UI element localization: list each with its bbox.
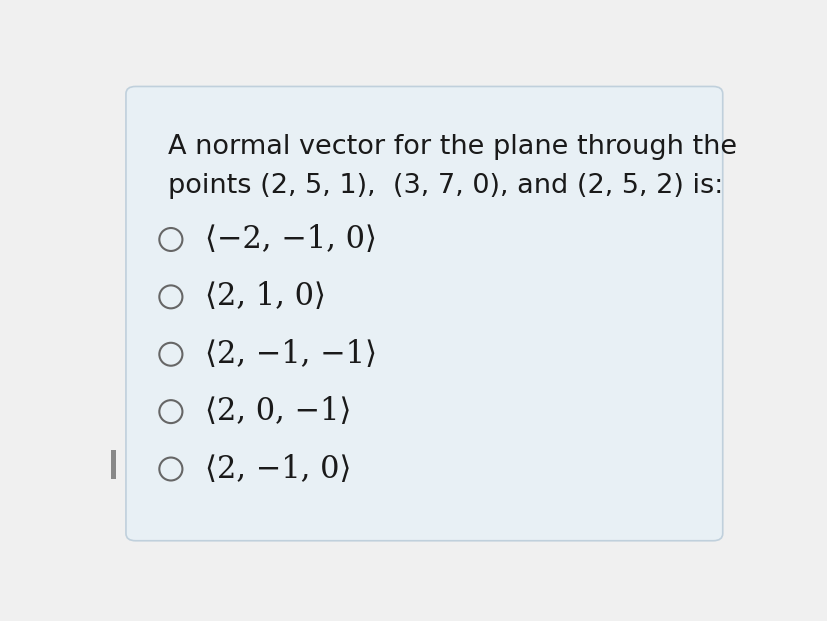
Text: A normal vector for the plane through the: A normal vector for the plane through th… (167, 134, 736, 160)
Text: ⟨2, 0, −1⟩: ⟨2, 0, −1⟩ (204, 396, 351, 427)
Text: ⟨2, −1, 0⟩: ⟨2, −1, 0⟩ (204, 453, 351, 484)
FancyBboxPatch shape (126, 86, 722, 541)
Text: points (2, 5, 1),  (3, 7, 0), and (2, 5, 2) is:: points (2, 5, 1), (3, 7, 0), and (2, 5, … (167, 173, 722, 199)
Text: ⟨2, 1, 0⟩: ⟨2, 1, 0⟩ (204, 281, 325, 312)
Text: ⟨−2, −1, 0⟩: ⟨−2, −1, 0⟩ (204, 224, 376, 255)
FancyBboxPatch shape (111, 450, 116, 479)
Text: ⟨2, −1, −1⟩: ⟨2, −1, −1⟩ (204, 338, 376, 369)
